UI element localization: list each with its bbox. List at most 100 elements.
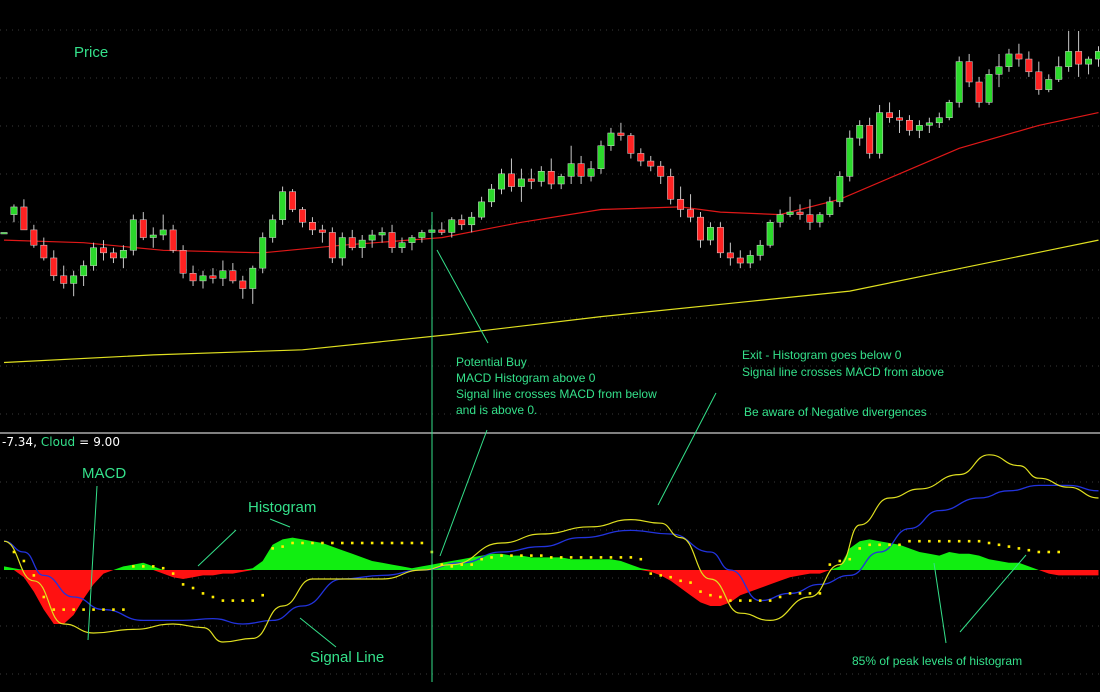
- candle-body-78: [776, 214, 784, 223]
- candle-84: [836, 171, 844, 207]
- macd-label: MACD: [82, 465, 126, 482]
- candle-50: [498, 168, 505, 195]
- candle-body-64: [637, 153, 645, 162]
- candle-26: [259, 232, 267, 274]
- candle-67: [667, 168, 675, 205]
- status-cloud-label: Cloud: [41, 435, 75, 449]
- candle-body-11: [110, 252, 117, 259]
- signal-dot-13: [142, 565, 145, 568]
- candle-body-26: [259, 237, 267, 269]
- candle-body-107: [1065, 51, 1073, 67]
- candle-body-21: [209, 275, 217, 279]
- candle-27: [269, 214, 277, 243]
- signal-dot-20: [211, 595, 215, 599]
- signal-dot-85: [858, 547, 861, 550]
- signal-dot-86: [868, 543, 871, 547]
- candle-body-109: [1085, 58, 1092, 65]
- candle-79: [786, 196, 794, 218]
- candle-54: [537, 166, 545, 187]
- status-value: -7.34: [2, 435, 33, 449]
- candle-body-49: [488, 188, 496, 203]
- signal-line-label: Signal Line: [310, 649, 384, 666]
- pointer-peak-a: [933, 562, 947, 644]
- candle-body-100: [995, 66, 1003, 75]
- signal-dot-10: [112, 608, 115, 611]
- pointer-signal: [299, 617, 337, 648]
- candle-31: [309, 217, 316, 235]
- candle-62: [617, 122, 625, 141]
- candle-body-38: [378, 232, 386, 236]
- candle-body-14: [139, 219, 147, 238]
- candle-11: [110, 247, 117, 264]
- candle-body-72: [716, 227, 724, 254]
- signal-dot-50: [510, 554, 513, 557]
- candle-body-7: [70, 275, 78, 284]
- candle-83: [826, 196, 834, 218]
- candle-body-1: [10, 206, 18, 215]
- candle-59: [587, 161, 595, 182]
- candle-106: [1055, 56, 1063, 82]
- candle-body-2: [20, 206, 28, 231]
- candle-55: [547, 158, 555, 190]
- signal-dot-97: [977, 539, 981, 543]
- signal-dot-4: [52, 608, 56, 611]
- pointer-buy-price: [436, 249, 489, 344]
- candle-body-40: [398, 242, 406, 248]
- candle-body-99: [985, 74, 993, 103]
- signal-dot-23: [241, 599, 245, 602]
- signal-dot-14: [151, 565, 155, 568]
- candle-body-45: [448, 219, 456, 233]
- candle-89: [886, 102, 893, 123]
- candle-40: [398, 237, 406, 253]
- signal-dot-99: [997, 543, 1001, 547]
- signal-dot-67: [679, 579, 682, 583]
- candle-body-67: [667, 176, 675, 200]
- signal-dot-73: [739, 599, 742, 602]
- candle-14: [139, 212, 147, 241]
- signal-dot-92: [928, 539, 931, 543]
- candle-body-50: [498, 173, 505, 190]
- candle-body-52: [517, 178, 525, 187]
- candle-body-15: [149, 234, 157, 238]
- candle-45: [448, 217, 456, 238]
- candle-body-110: [1095, 51, 1100, 60]
- candle-body-31: [309, 222, 316, 231]
- signal-line: [3, 484, 1099, 625]
- signal-dot-44: [450, 565, 454, 568]
- candle-body-88: [876, 112, 884, 154]
- signal-dot-33: [341, 541, 344, 545]
- signal-dot-9: [102, 608, 105, 611]
- candle-34: [338, 232, 346, 266]
- candle-body-35: [348, 237, 356, 249]
- candle-36: [358, 235, 366, 258]
- macd-line: [3, 454, 1099, 643]
- candle-body-19: [189, 273, 197, 282]
- candle-10: [100, 240, 107, 261]
- signal-dot-80: [808, 592, 812, 595]
- candle-69: [687, 194, 694, 223]
- pointer-exit: [657, 392, 717, 506]
- signal-dot-65: [659, 574, 662, 577]
- candle-body-68: [677, 199, 685, 210]
- candle-63: [627, 133, 635, 159]
- candle-65: [647, 155, 655, 172]
- candle-8: [80, 260, 88, 286]
- candle-body-12: [119, 250, 127, 259]
- candle-76: [756, 240, 764, 261]
- signal-dot-79: [798, 592, 802, 595]
- signal-dot-100: [1007, 545, 1011, 548]
- candle-61: [607, 127, 615, 151]
- signal-dot-45: [460, 563, 463, 566]
- candle-88: [876, 104, 884, 159]
- candle-93: [925, 117, 933, 133]
- signal-dot-71: [719, 595, 722, 599]
- warn-line: Be aware of Negative divergences: [744, 405, 927, 419]
- candle-24: [239, 275, 247, 299]
- signal-dot-81: [818, 592, 822, 595]
- candle-19: [189, 265, 197, 286]
- signal-dot-48: [490, 556, 493, 559]
- candle-body-95: [945, 102, 953, 118]
- signal-dot-37: [380, 541, 384, 545]
- signal-dot-15: [161, 566, 165, 570]
- candle-body-76: [756, 244, 764, 256]
